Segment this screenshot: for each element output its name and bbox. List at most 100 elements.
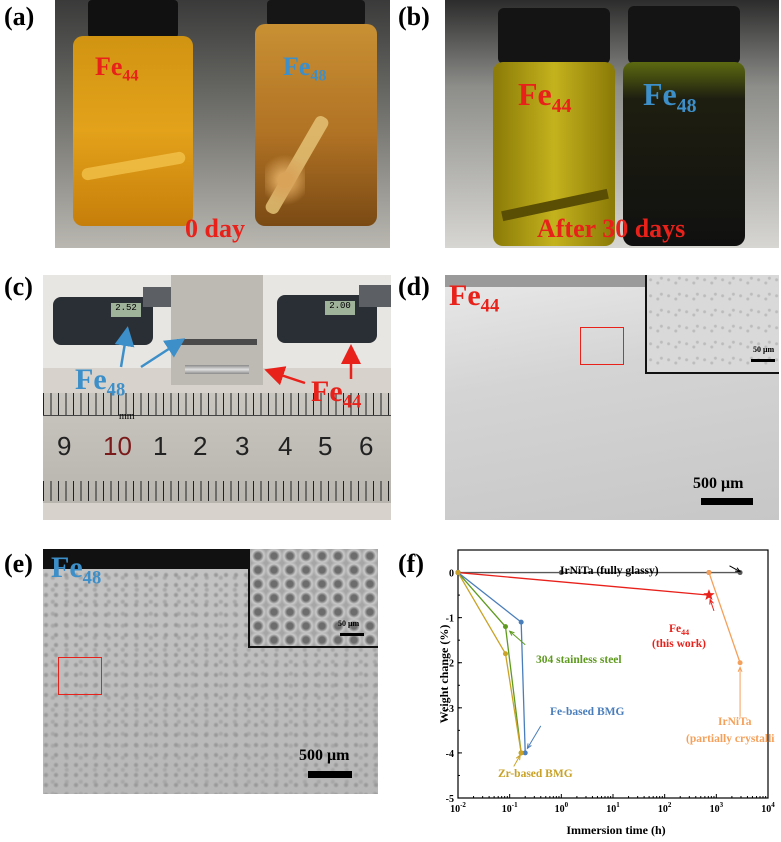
ruler: mm 9 10 1 2 3 4 5 6 (43, 393, 391, 503)
anno-fe-bmg: Fe-based BMG (550, 706, 624, 718)
panel-d-label: (d) (398, 272, 430, 301)
ruler-number-2: 2 (193, 431, 208, 461)
label-fe48-a: Fe48 (283, 52, 327, 85)
anno-fe44: Fe44 (669, 623, 689, 637)
x-tick-label: 100 (555, 801, 569, 815)
vial-fe48 (255, 0, 377, 230)
ruler-number-1: 1 (153, 431, 168, 461)
label-fe44-a: Fe44 (95, 52, 139, 85)
series-point-3 (518, 619, 524, 625)
label-fe44-d: Fe44 (449, 279, 500, 317)
vial-fe44 (73, 0, 193, 230)
annotation-arrow-3 (526, 725, 542, 749)
annotation-arrow-1 (709, 599, 715, 612)
series-line-5 (708, 572, 741, 663)
label-fe48-e: Fe48 (51, 551, 102, 589)
mic-right-readout: 2.00 (325, 301, 355, 315)
mic-left-readout: 2.52 (111, 303, 141, 317)
ruler-number-10: 10 (103, 431, 132, 461)
anno-irnita-pc2: (partially crystalline) (686, 733, 775, 745)
panel-e-label: (e) (4, 549, 33, 578)
micrometer-left: 2.52 (43, 275, 171, 368)
inset-e: 50 μm (248, 549, 378, 648)
anno-304-ss: 304 stainless steel (536, 654, 622, 666)
label-fe48-b: Fe48 (643, 76, 697, 117)
y-tick-label: -1 (446, 614, 454, 625)
y-tick-label: -4 (446, 749, 454, 760)
roi-box-e (58, 657, 102, 695)
panel-b-photo: Fe44 Fe48 After 30 days (445, 0, 779, 248)
scale-bar-e (308, 771, 352, 778)
annotation-arrow-4 (513, 754, 521, 767)
roi-box-d (580, 327, 624, 365)
panel-c-label: (c) (4, 272, 33, 301)
rod-samples (171, 275, 263, 385)
series-point-2 (502, 624, 508, 630)
series-line-1 (457, 571, 710, 596)
annotation-arrowhead-5 (737, 665, 743, 673)
series-point-3 (522, 750, 528, 756)
y-axis-label: Weight change (%) (440, 625, 451, 724)
micrometer-right: 2.00 (263, 275, 391, 368)
fe44-star-marker (703, 589, 715, 600)
caption-after-30-days: After 30 days (537, 214, 686, 243)
series-line-2 (457, 572, 522, 753)
x-tick-label: 10-2 (450, 801, 466, 815)
annotation-arrowhead-0 (735, 567, 742, 573)
scale-bar-d (701, 498, 753, 505)
weight-change-chart: 0 -1 -2 -3 -4 -510-2 10-1 100 101 102 103 104 Immer… (440, 549, 775, 837)
label-fe48-c: Fe48 (75, 363, 126, 401)
vial-fe48-b (623, 0, 745, 246)
panel-c-arrows (114, 326, 361, 386)
y-tick-label: -5 (446, 794, 454, 805)
x-tick-label: 103 (710, 801, 724, 815)
series-point-4 (502, 651, 508, 657)
ruler-number-5: 5 (318, 431, 333, 461)
inset-d: 50 μm (645, 275, 779, 374)
series-point-5 (737, 660, 743, 666)
scale-text-e: 500 μm (299, 747, 350, 764)
inset-d-scale-bar (751, 359, 775, 362)
x-tick-label: 102 (658, 801, 672, 815)
x-axis-label: Immersion time (h) (566, 823, 665, 837)
panel-f-label: (f) (398, 549, 424, 578)
ruler-number-4: 4 (278, 431, 293, 461)
vial-fe44-b (493, 0, 615, 246)
series-point-0 (558, 570, 564, 576)
annotation-arrow-2 (509, 630, 526, 646)
annotation-arrowhead-1 (709, 598, 714, 605)
annotation-arrowhead-3 (526, 743, 532, 750)
label-fe44-c: Fe44 (311, 375, 362, 413)
panel-a-label: (a) (4, 2, 35, 31)
panel-a-photo: Fe44 Fe48 0 day (55, 0, 390, 248)
ruler-unit: mm (119, 411, 135, 422)
inset-e-scale-text: 50 μm (338, 619, 360, 628)
ruler-number-9: 9 (57, 431, 72, 461)
caption-0-day: 0 day (185, 214, 245, 243)
series-point-4 (518, 750, 524, 756)
panel-c-photo: 2.52 2.00 mm 9 10 1 2 3 4 5 6 Fe48 F (43, 275, 391, 520)
panel-b-label: (b) (398, 2, 430, 31)
series-line-4 (457, 572, 522, 754)
anno-irnita-glassy: IrNiTa (fully glassy) (560, 565, 659, 577)
plot-frame (457, 549, 769, 799)
panel-e-sem: Fe48 50 μm 500 μm (43, 549, 378, 794)
x-tick-label: 104 (761, 801, 775, 815)
anno-fe44-sub: 44 (681, 628, 689, 637)
y-tick-label: -3 (446, 704, 454, 715)
annotation-arrowhead-2 (508, 630, 515, 636)
series-point-4 (455, 570, 461, 576)
anno-zr-bmg: Zr-based BMG (498, 768, 573, 780)
ruler-number-6: 6 (359, 431, 374, 461)
panel-d-sem: Fe44 50 μm 500 μm (445, 275, 779, 520)
scale-text-d: 500 μm (693, 475, 744, 492)
ruler-number-3: 3 (235, 431, 250, 461)
x-tick-label: 10-1 (502, 801, 518, 815)
annotation-arrow-0 (729, 565, 741, 573)
anno-fe44-this-work: (this work) (652, 638, 706, 650)
series-point-5 (706, 570, 712, 576)
annotation-arrowhead-4 (515, 754, 521, 761)
inset-e-scale-bar (340, 633, 364, 636)
anno-irnita-pc1: IrNiTa (718, 716, 752, 728)
anno-fe44-text: Fe (669, 623, 681, 635)
